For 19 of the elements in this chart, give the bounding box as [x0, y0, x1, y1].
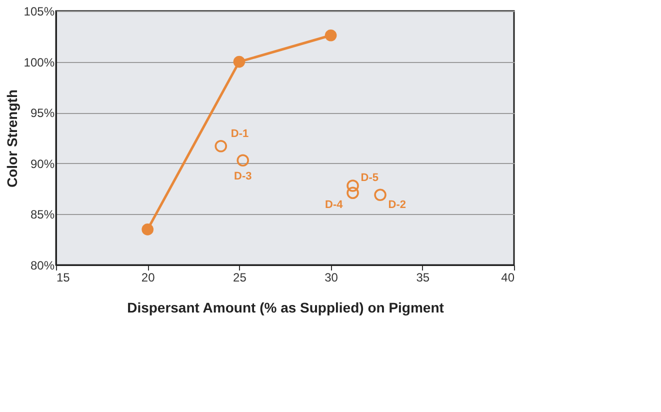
annotation: D-3: [234, 170, 252, 182]
annotation: D-5: [360, 172, 379, 184]
y-tick-label: 95%: [30, 106, 55, 120]
y-axis-title: Color Strength: [4, 90, 20, 188]
x-tick-label: 20: [141, 270, 156, 284]
x-tick-label: 15: [56, 270, 70, 284]
y-tick-label: 105%: [24, 4, 55, 18]
annotation: D-4: [325, 198, 344, 211]
y-tick-label: 90%: [30, 156, 55, 171]
annotation: D-1: [230, 128, 249, 140]
x-tick-label: 40: [501, 270, 515, 284]
x-tick-label: 35: [416, 270, 430, 284]
y-tick-label: 80%: [30, 258, 55, 272]
x-axis-title: Dispersant Amount (% as Supplied) on Pigment: [127, 300, 444, 316]
y-tick-label: 100%: [24, 55, 55, 70]
y-tick-label: 85%: [30, 208, 55, 222]
annotation: D-2: [388, 198, 406, 211]
x-tick-label: 25: [233, 270, 247, 284]
x-tick-label: 30: [324, 270, 338, 284]
